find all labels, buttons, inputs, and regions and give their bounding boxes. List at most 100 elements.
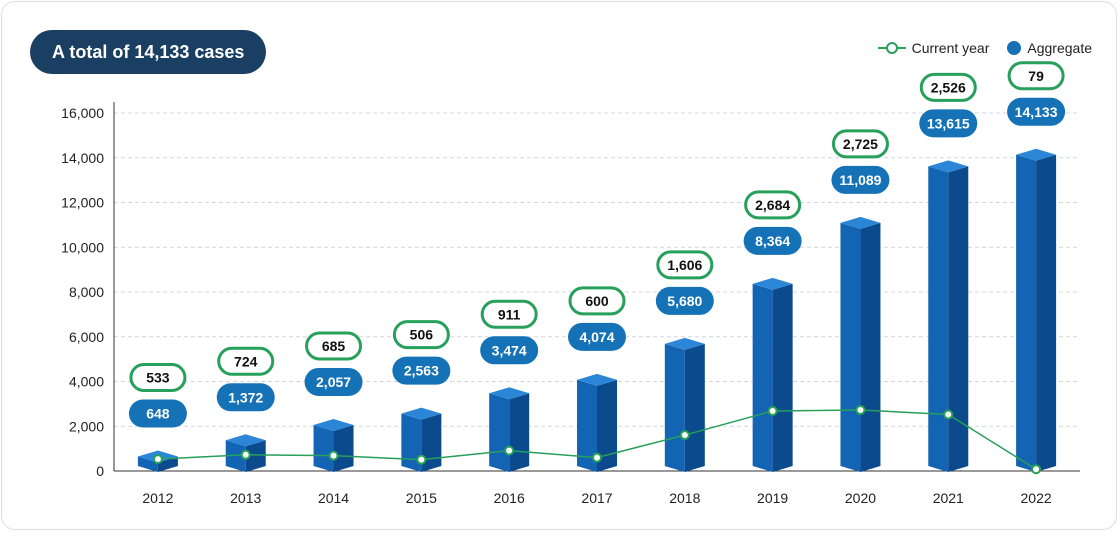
- y-tick-label: 8,000: [69, 284, 104, 300]
- current-year-point: [240, 449, 251, 460]
- bar-top: [752, 277, 793, 290]
- x-tick-label: 2012: [142, 490, 173, 506]
- y-tick-label: 14,000: [61, 150, 104, 166]
- bar-side: [860, 222, 881, 472]
- current-year-point: [767, 405, 778, 416]
- current-year-point: [592, 452, 602, 463]
- legend-dot-marker-icon: [1007, 41, 1022, 55]
- current-year-point: [328, 450, 339, 461]
- current-year-label-pill: [129, 363, 187, 393]
- aggregate-label-pill: [655, 286, 714, 315]
- chart-title: A total of 14,133 cases: [30, 30, 267, 74]
- current-year-value-label: 2,725: [843, 136, 878, 152]
- aggregate-value-label: 14,133: [1015, 104, 1058, 120]
- legend-current-year-label: Current year: [911, 40, 990, 56]
- y-tick-label: 4,000: [69, 374, 104, 390]
- current-year-value-label: 685: [322, 338, 346, 354]
- legend-line-marker-icon: [877, 41, 906, 55]
- bar-2013: [225, 434, 266, 472]
- bar-2017: [577, 373, 617, 472]
- current-year-label-pill: [1007, 61, 1065, 91]
- bar-2014: [313, 418, 354, 472]
- aggregate-label-pill: [304, 367, 363, 396]
- aggregate-value-label: 2,057: [316, 374, 351, 390]
- aggregate-label-pill: [743, 226, 802, 255]
- aggregate-label-pill: [128, 399, 187, 428]
- x-tick-label: 2019: [757, 490, 788, 506]
- x-tick-label: 2014: [318, 490, 349, 506]
- bar-front: [225, 440, 246, 472]
- aggregate-value-label: 4,074: [579, 329, 614, 345]
- x-tick-label: 2021: [933, 490, 964, 506]
- bar-front: [401, 413, 422, 472]
- bar-front: [137, 456, 158, 472]
- bar-front: [1016, 154, 1037, 473]
- bar-side: [245, 440, 266, 472]
- x-tick-label: 2015: [406, 490, 437, 506]
- bar-top: [577, 373, 617, 386]
- bar-2016: [489, 387, 530, 472]
- x-tick-label: 2022: [1021, 490, 1052, 506]
- aggregate-value-label: 5,680: [667, 293, 702, 309]
- current-year-label-pill: [919, 72, 977, 102]
- legend-aggregate: Aggregate: [1007, 40, 1092, 56]
- bar-front: [577, 379, 597, 472]
- current-year-value-label: 2,684: [755, 197, 790, 213]
- current-year-label-pill: [568, 286, 626, 316]
- current-year-point: [679, 430, 690, 441]
- x-tick-label: 2020: [845, 490, 876, 506]
- bar-2020: [840, 216, 881, 472]
- aggregate-value-label: 8,364: [755, 233, 790, 249]
- current-year-value-label: 2,526: [931, 79, 966, 95]
- bar-side: [509, 393, 530, 472]
- aggregate-label-pill: [480, 336, 539, 365]
- current-year-value-label: 79: [1028, 68, 1044, 84]
- bar-side: [772, 283, 793, 472]
- bar-front: [664, 343, 685, 472]
- aggregate-value-label: 13,615: [927, 115, 970, 131]
- legend-aggregate-label: Aggregate: [1027, 40, 1092, 56]
- current-year-point: [416, 454, 427, 465]
- aggregate-value-label: 648: [146, 406, 170, 422]
- chart-legend: Current year Aggregate: [877, 40, 1092, 56]
- bar-2022: [1016, 148, 1057, 473]
- current-year-label-pill: [305, 331, 363, 361]
- current-year-label-pill: [744, 190, 802, 220]
- bar-top: [840, 216, 881, 229]
- current-year-point: [504, 445, 515, 456]
- current-year-point: [855, 405, 866, 416]
- bar-top: [401, 407, 442, 420]
- current-year-point: [152, 454, 163, 465]
- bar-2018: [664, 337, 705, 472]
- current-year-value-label: 1,606: [667, 257, 702, 273]
- bar-side: [684, 343, 705, 472]
- bar-top: [1016, 148, 1057, 161]
- x-tick-label: 2018: [669, 490, 700, 506]
- current-year-value-label: 724: [234, 353, 258, 369]
- current-year-value-label: 911: [498, 306, 521, 322]
- bar-top: [928, 160, 969, 173]
- x-tick-label: 2013: [230, 490, 261, 506]
- current-year-label-pill: [831, 129, 889, 159]
- current-year-label-pill: [392, 320, 450, 350]
- bar-2021: [928, 160, 969, 472]
- bar-side: [157, 456, 178, 472]
- aggregate-value-label: 1,372: [228, 389, 263, 405]
- current-year-label-pill: [217, 346, 275, 376]
- aggregate-label-pill: [831, 165, 890, 194]
- bar-front: [489, 393, 510, 472]
- bar-front: [928, 166, 949, 472]
- legend-current-year: Current year: [877, 40, 990, 56]
- y-tick-label: 10,000: [61, 239, 104, 255]
- aggregate-value-label: 11,089: [839, 172, 881, 188]
- aggregate-value-label: 3,474: [492, 342, 527, 358]
- bar-top: [313, 418, 354, 431]
- current-year-label-pill: [480, 299, 538, 329]
- bar-top: [225, 434, 266, 447]
- current-year-value-label: 533: [146, 370, 170, 386]
- bar-2019: [752, 277, 793, 472]
- current-year-value-label: 600: [585, 293, 609, 309]
- bar-top: [664, 337, 705, 350]
- bar-side: [333, 424, 354, 472]
